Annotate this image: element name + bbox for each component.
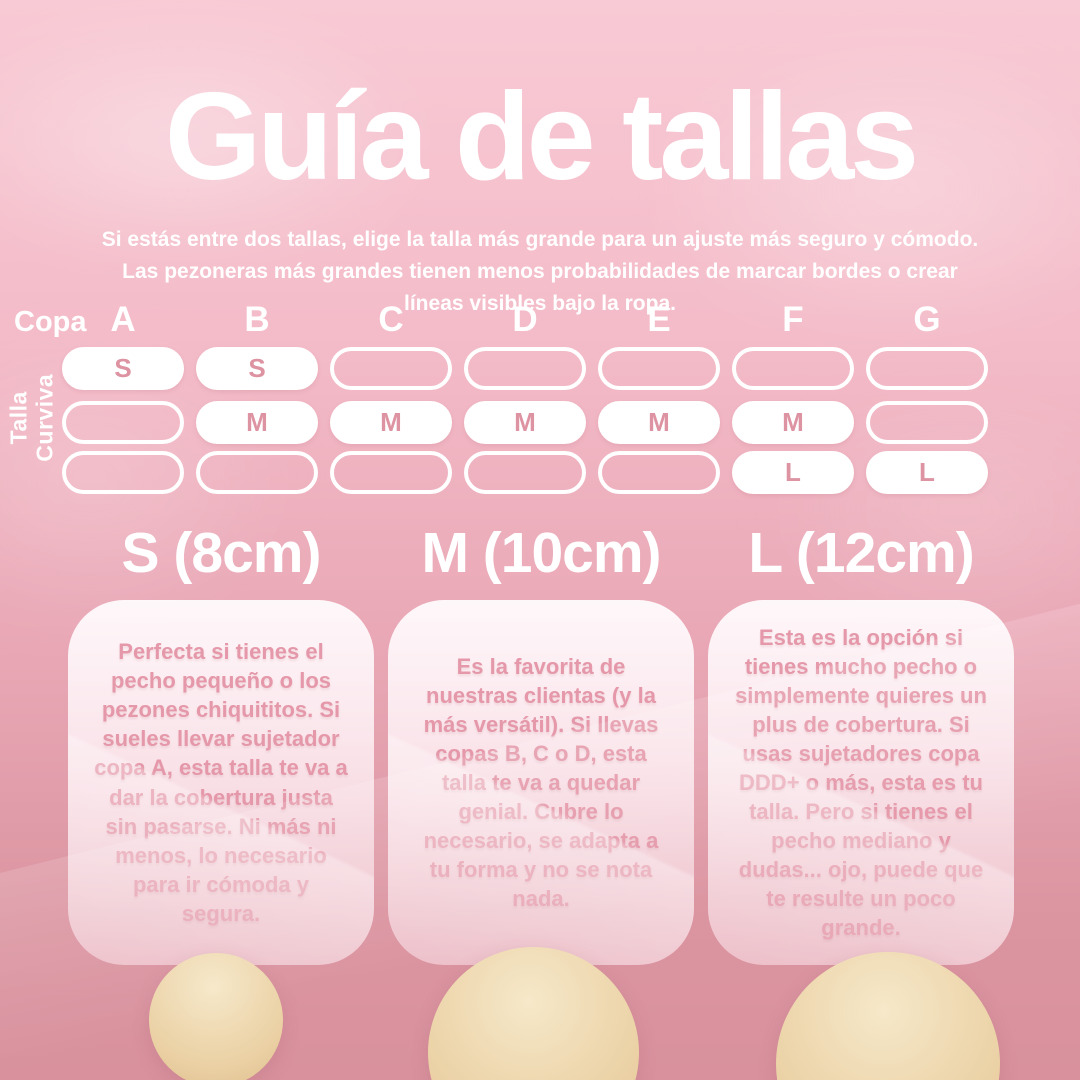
side-label-line-2: Curviva <box>31 373 57 462</box>
size-l-cover-photo <box>776 952 1000 1080</box>
size-pill <box>196 451 318 494</box>
size-pill: L <box>732 451 854 494</box>
cup-column-f: F <box>782 300 804 339</box>
size-s-heading: S (8cm) <box>121 521 322 585</box>
size-row-l: L L <box>62 451 988 494</box>
size-pill: M <box>598 401 720 444</box>
table-side-label: Talla Curviva <box>5 338 58 498</box>
size-section-headers: S (8cm) M (10cm) L (12cm) <box>68 520 1014 586</box>
cup-column-c: C <box>378 300 404 339</box>
size-l-heading: L (12cm) <box>748 521 974 585</box>
side-label-line-1: Talla <box>5 391 32 445</box>
size-pill <box>732 347 854 390</box>
size-pill <box>866 347 988 390</box>
page-title: Guía de tallas <box>164 68 919 206</box>
size-pill: M <box>330 401 452 444</box>
size-pill <box>62 451 184 494</box>
page-subtitle: Si estás entre dos tallas, elige la tall… <box>101 228 979 315</box>
size-pill: S <box>62 347 184 390</box>
size-row-m: M M M M M <box>62 401 988 444</box>
size-l-card: Esta es la opción si tienes mucho pecho … <box>708 600 1014 965</box>
size-pill: S <box>196 347 318 390</box>
cup-column-d: D <box>512 300 538 339</box>
cup-column-e: E <box>647 300 671 339</box>
size-pill <box>464 347 586 390</box>
size-pill <box>464 451 586 494</box>
size-m-heading: M (10cm) <box>421 521 661 585</box>
size-pill <box>598 347 720 390</box>
size-pill <box>598 451 720 494</box>
size-m-cover-photo <box>428 947 639 1080</box>
size-pill: M <box>464 401 586 444</box>
size-l-description: Esta es la opción si tienes mucho pecho … <box>735 624 987 941</box>
size-s-description: Perfecta si tienes el pecho pequeño o lo… <box>94 639 348 926</box>
cup-column-g: G <box>913 300 941 339</box>
size-pill: M <box>196 401 318 444</box>
size-s-card: Perfecta si tienes el pecho pequeño o lo… <box>68 600 374 965</box>
size-s-cover-photo <box>149 953 283 1080</box>
size-table-grid: S S M M M M M L L <box>62 347 988 494</box>
size-pill: L <box>866 451 988 494</box>
size-description-cards: Perfecta si tienes el pecho pequeño o lo… <box>68 600 1014 965</box>
size-m-card: Es la favorita de nuestras clientas (y l… <box>388 600 694 965</box>
size-pill <box>866 401 988 444</box>
size-row-s: S S <box>62 347 988 390</box>
size-m-description: Es la favorita de nuestras clientas (y l… <box>423 653 659 912</box>
cup-column-b: B <box>244 300 270 339</box>
cup-column-a: A <box>110 300 136 339</box>
size-pill <box>330 451 452 494</box>
size-pill: M <box>732 401 854 444</box>
size-pill <box>330 347 452 390</box>
cup-column-headers: A B C D E F G <box>62 300 988 340</box>
table-corner-label: Copa <box>14 306 87 338</box>
size-pill <box>62 401 184 444</box>
